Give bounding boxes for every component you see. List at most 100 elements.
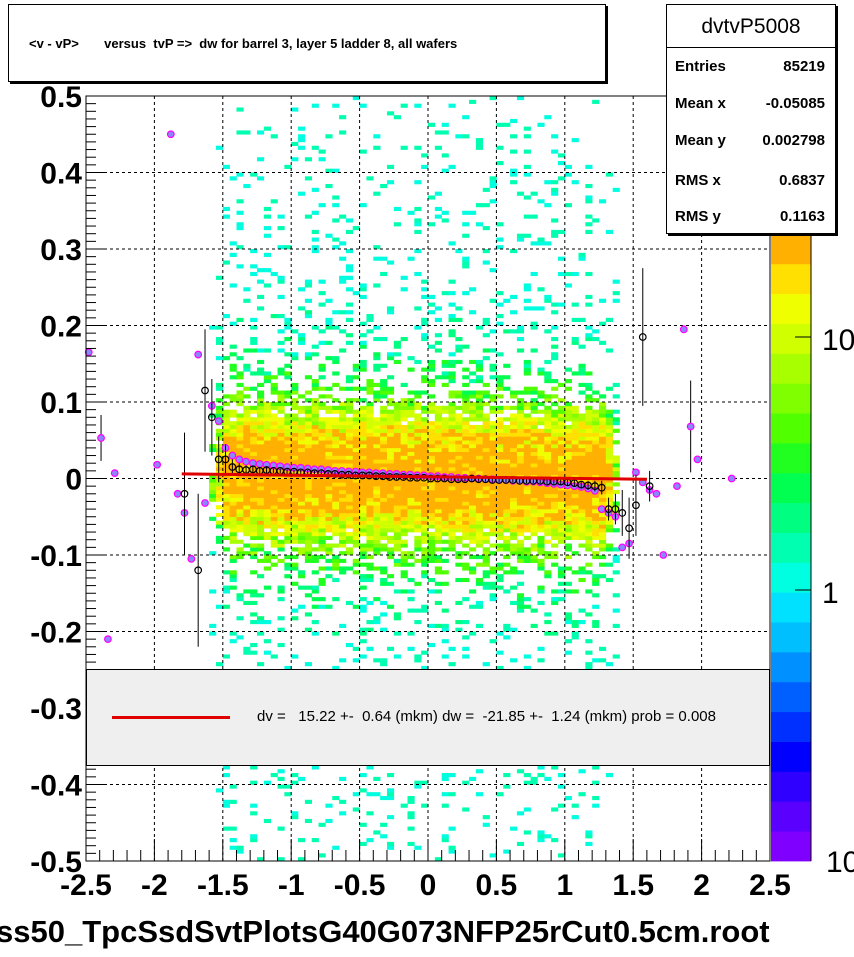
heatmap-cell — [407, 428, 415, 433]
heatmap-cell — [400, 428, 408, 433]
heatmap-cell — [523, 417, 531, 422]
heatmap-cell — [263, 436, 271, 441]
heatmap-cell — [298, 497, 306, 502]
heatmap-cell — [441, 291, 449, 296]
heatmap-cell — [414, 547, 422, 552]
heatmap-cell — [373, 191, 381, 196]
heatmap-cell — [298, 409, 306, 414]
heatmap-cell — [428, 455, 436, 460]
heatmap-cell — [475, 528, 484, 533]
heatmap-cell — [537, 470, 545, 475]
heatmap-cell — [441, 639, 449, 644]
heatmap-cell — [557, 509, 566, 514]
heatmap-cell — [537, 367, 545, 372]
heatmap-cell — [496, 352, 504, 357]
heatmap-cell — [414, 413, 422, 418]
heatmap-cell — [564, 409, 572, 414]
heatmap-cell — [373, 256, 381, 261]
heatmap-cell — [298, 287, 306, 292]
heatmap-cell — [318, 486, 326, 491]
heatmap-cell — [605, 444, 613, 449]
heatmap-cell — [537, 237, 545, 242]
heatmap-cell — [496, 665, 504, 671]
heatmap-cell — [318, 386, 326, 391]
heatmap-cell — [537, 646, 545, 651]
heatmap-cell — [551, 134, 559, 139]
heatmap-cell — [325, 417, 333, 422]
heatmap-cell — [482, 535, 490, 541]
heatmap-cell — [496, 482, 504, 487]
heatmap-cell — [257, 306, 265, 311]
heatmap-cell — [448, 532, 456, 537]
heatmap-cell — [311, 352, 319, 357]
heatmap-cell — [407, 413, 415, 418]
heatmap-cell — [585, 512, 593, 518]
heatmap-cell — [298, 585, 306, 590]
heatmap-cell — [215, 275, 224, 280]
heatmap-cell — [366, 459, 374, 464]
heatmap-cell — [325, 394, 333, 399]
heatmap-cell — [510, 493, 518, 498]
heatmap-cell — [373, 398, 381, 403]
heatmap-cell — [359, 459, 367, 464]
heatmap-cell — [516, 497, 525, 502]
heatmap-cell — [510, 432, 518, 437]
heatmap-cell — [311, 765, 319, 770]
heatmap-cell — [551, 421, 559, 426]
heatmap-cell — [571, 631, 579, 636]
heatmap-cell — [257, 428, 265, 433]
heatmap-cell — [571, 451, 579, 456]
heatmap-cell — [339, 486, 347, 491]
heatmap-cell — [332, 382, 340, 388]
heatmap-cell — [229, 555, 237, 560]
heatmap-cell — [304, 436, 313, 441]
profile-magenta-point — [194, 350, 203, 359]
heatmap-cell — [250, 451, 258, 456]
heatmap-cell — [332, 440, 340, 445]
heatmap-cell — [414, 390, 422, 395]
heatmap-cell — [366, 436, 374, 441]
heatmap-cell — [284, 451, 292, 456]
heatmap-cell — [352, 436, 360, 441]
heatmap-cell — [229, 486, 237, 491]
heatmap-cell — [537, 535, 545, 541]
heatmap-cell — [428, 642, 436, 648]
heatmap-cell — [366, 501, 374, 506]
heatmap-cell — [373, 478, 381, 483]
heatmap-cell — [475, 497, 484, 502]
heatmap-cell — [291, 555, 299, 560]
heatmap-cell — [236, 555, 244, 560]
heatmap-cell — [475, 539, 484, 544]
heatmap-cell — [229, 432, 237, 437]
heatmap-cell — [544, 486, 552, 491]
heatmap-cell — [455, 497, 463, 502]
heatmap-cell — [380, 612, 388, 617]
heatmap-cell — [215, 398, 224, 403]
heatmap-cell — [257, 535, 265, 541]
heatmap-cell — [441, 493, 449, 498]
heatmap-cell — [564, 428, 572, 433]
heatmap-cell — [496, 547, 504, 552]
heatmap-cell — [523, 306, 531, 311]
heatmap-cell — [386, 501, 395, 506]
heatmap-cell — [585, 539, 593, 544]
heatmap-cell — [257, 447, 265, 453]
heatmap-cell — [578, 577, 586, 583]
heatmap-cell — [428, 367, 436, 372]
heatmap-cell — [257, 509, 265, 514]
heatmap-cell — [599, 486, 607, 491]
heatmap-cell — [585, 199, 593, 204]
heatmap-cell — [510, 585, 518, 590]
heatmap-cell — [523, 551, 531, 556]
heatmap-cell — [475, 405, 484, 410]
heatmap-cell — [523, 405, 531, 410]
heatmap-cell — [434, 623, 442, 628]
heatmap-cell — [250, 765, 258, 770]
heatmap-cell — [599, 535, 607, 541]
palette-swatch — [771, 681, 811, 713]
heatmap-cell — [236, 539, 244, 544]
heatmap-cell — [612, 394, 620, 399]
palette-tick-label: 10 — [826, 846, 854, 879]
heatmap-cell — [339, 482, 347, 487]
heatmap-cell — [551, 512, 559, 518]
